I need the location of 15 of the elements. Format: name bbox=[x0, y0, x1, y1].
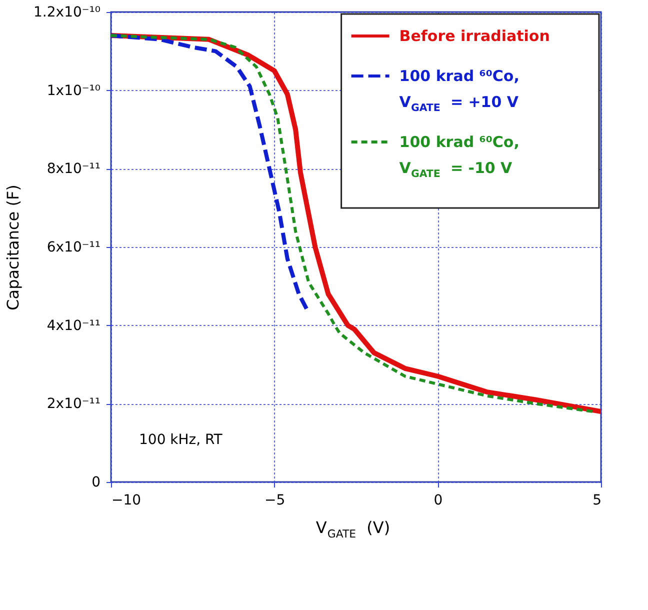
x-tick-label: −10 bbox=[112, 492, 142, 508]
y-tick-label: 2x10⁻¹¹ bbox=[46, 396, 100, 412]
y-tick-label: 6x10⁻¹¹ bbox=[46, 240, 100, 256]
y-axis-title: Capacitance (F) bbox=[4, 184, 23, 310]
y-tick-label: 1.2x10⁻¹⁰ bbox=[34, 4, 101, 20]
y-tick-label: 0 bbox=[92, 474, 100, 490]
y-tick-label: 1x10⁻¹⁰ bbox=[46, 82, 101, 99]
legend-label: Before irradiation bbox=[399, 27, 550, 45]
x-tick-label: −5 bbox=[264, 492, 286, 508]
annotation: 100 kHz, RT bbox=[139, 432, 223, 448]
line-series bbox=[111, 34, 309, 312]
x-tick-label: 0 bbox=[434, 492, 443, 508]
y-tick-label: 8x10⁻¹¹ bbox=[46, 161, 100, 178]
y-tick-label: 4x10⁻¹¹ bbox=[46, 318, 100, 334]
x-tick-label: 5 bbox=[592, 492, 602, 508]
